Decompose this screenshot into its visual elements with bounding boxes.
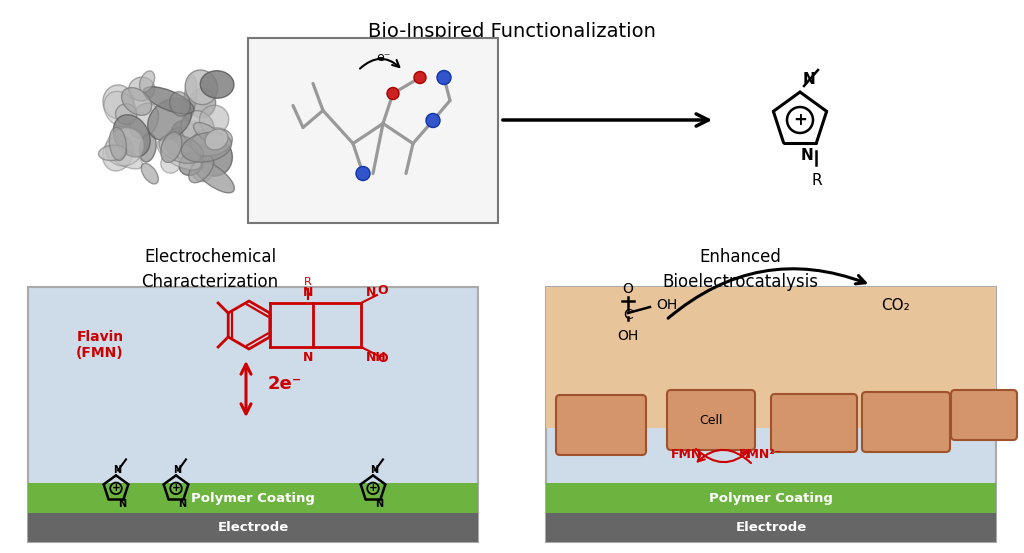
Ellipse shape — [181, 111, 214, 145]
Bar — [546, 483, 996, 513]
Text: OH: OH — [617, 329, 639, 343]
FancyBboxPatch shape — [771, 394, 857, 452]
Ellipse shape — [102, 135, 133, 171]
Ellipse shape — [147, 98, 191, 140]
Ellipse shape — [183, 75, 197, 121]
Text: FMN²⁻: FMN²⁻ — [739, 448, 782, 462]
Ellipse shape — [98, 145, 127, 160]
Ellipse shape — [190, 128, 232, 156]
Ellipse shape — [129, 77, 155, 101]
Text: N: N — [113, 466, 121, 476]
Ellipse shape — [177, 121, 206, 154]
Ellipse shape — [188, 156, 213, 182]
Text: Polymer Coating: Polymer Coating — [709, 492, 833, 504]
Text: 2e⁻: 2e⁻ — [268, 375, 302, 393]
Text: Flavin
(FMN): Flavin (FMN) — [76, 330, 124, 360]
Text: N: N — [803, 72, 816, 87]
FancyBboxPatch shape — [667, 390, 755, 450]
Text: C: C — [624, 308, 633, 322]
Ellipse shape — [129, 103, 159, 138]
Ellipse shape — [200, 105, 228, 134]
Ellipse shape — [193, 159, 234, 193]
Text: O: O — [623, 282, 634, 296]
Text: +: + — [369, 483, 378, 493]
Circle shape — [426, 113, 440, 128]
FancyBboxPatch shape — [862, 392, 950, 452]
Ellipse shape — [197, 138, 232, 176]
Ellipse shape — [201, 71, 233, 98]
Ellipse shape — [181, 132, 231, 162]
Bar — [28, 513, 478, 542]
Text: +: + — [112, 483, 121, 493]
Ellipse shape — [205, 129, 228, 150]
Text: Electrode: Electrode — [217, 521, 289, 534]
Ellipse shape — [161, 132, 182, 163]
Ellipse shape — [165, 127, 200, 159]
Ellipse shape — [188, 88, 216, 118]
Ellipse shape — [141, 163, 159, 184]
Text: N: N — [173, 466, 181, 476]
FancyBboxPatch shape — [556, 395, 646, 455]
Ellipse shape — [110, 127, 126, 160]
Text: CO₂: CO₂ — [882, 298, 910, 312]
Ellipse shape — [103, 91, 136, 127]
Ellipse shape — [114, 114, 151, 157]
Ellipse shape — [185, 70, 217, 105]
Circle shape — [356, 166, 370, 180]
Ellipse shape — [106, 147, 142, 169]
Bar — [28, 483, 478, 513]
Ellipse shape — [122, 87, 152, 115]
Ellipse shape — [157, 138, 202, 170]
Text: N: N — [366, 286, 377, 299]
Bar — [248, 38, 498, 223]
Text: O: O — [378, 284, 388, 298]
Text: NH: NH — [366, 351, 387, 364]
Circle shape — [437, 70, 451, 85]
Ellipse shape — [116, 104, 137, 124]
Ellipse shape — [139, 133, 157, 162]
Text: Polymer Coating: Polymer Coating — [191, 492, 315, 504]
Circle shape — [387, 87, 399, 100]
Ellipse shape — [161, 154, 180, 173]
Ellipse shape — [103, 85, 134, 119]
Text: Bio-Inspired Functionalization: Bio-Inspired Functionalization — [368, 22, 656, 41]
Text: +: + — [172, 483, 180, 493]
Circle shape — [414, 71, 426, 84]
Bar — [546, 287, 996, 429]
Ellipse shape — [171, 121, 196, 146]
Text: R: R — [304, 277, 312, 287]
Text: +: + — [793, 111, 807, 129]
Text: FMN: FMN — [671, 448, 701, 462]
Text: R: R — [811, 173, 822, 187]
Text: OH: OH — [656, 298, 677, 312]
Bar — [28, 287, 478, 542]
Text: N: N — [303, 286, 313, 299]
Text: N: N — [303, 351, 313, 364]
Text: N: N — [376, 499, 384, 509]
Text: Enhanced
Bioelectrocatalysis: Enhanced Bioelectrocatalysis — [662, 248, 818, 291]
Bar — [546, 287, 996, 542]
Text: e⁻: e⁻ — [376, 51, 390, 64]
Ellipse shape — [179, 153, 203, 175]
Ellipse shape — [143, 87, 194, 114]
Text: N: N — [801, 148, 813, 163]
Ellipse shape — [170, 92, 190, 116]
Text: Electrode: Electrode — [735, 521, 807, 534]
Bar — [546, 513, 996, 542]
Ellipse shape — [139, 71, 155, 92]
Ellipse shape — [105, 128, 144, 166]
Ellipse shape — [159, 134, 203, 163]
Text: O: O — [378, 352, 388, 366]
Text: Cell: Cell — [699, 414, 723, 426]
Text: N: N — [370, 466, 378, 476]
Ellipse shape — [190, 152, 215, 181]
FancyBboxPatch shape — [951, 390, 1017, 440]
Text: N: N — [178, 499, 186, 509]
Text: N: N — [119, 499, 127, 509]
Ellipse shape — [194, 123, 223, 145]
Text: Electrochemical
Characterization: Electrochemical Characterization — [141, 248, 279, 291]
